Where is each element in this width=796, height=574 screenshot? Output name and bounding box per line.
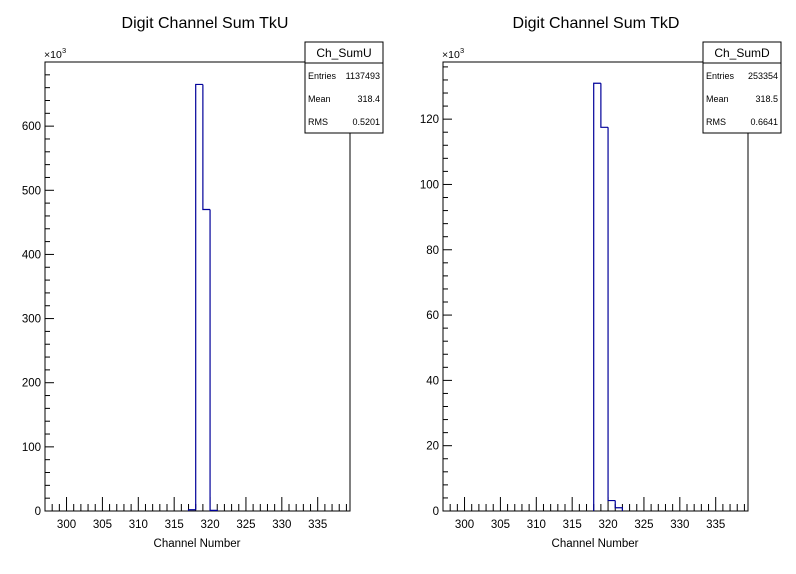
histogram-bin [614, 500, 624, 511]
chart-panel-1: Digit Channel Sum TkU 300 305 310 315 320 325 3… [22, 15, 384, 550]
x-tick-label: 310 [129, 519, 148, 531]
stats-label: Entries [706, 71, 735, 81]
y-tick-label: 20 [426, 441, 439, 453]
histogram-bin [600, 83, 609, 128]
histogram-bin [187, 509, 196, 511]
stats-label: Entries [308, 71, 337, 81]
x-tick-label: 335 [308, 519, 327, 531]
y-tick-label: 500 [22, 185, 41, 197]
histogram-bin [195, 83, 203, 510]
stats-label: Mean [706, 94, 729, 104]
x-axis-label: Channel Number [552, 538, 639, 550]
y-tick-label: 100 [420, 179, 439, 191]
x-tick-label: 330 [272, 519, 291, 531]
stats-label: Mean [308, 94, 331, 104]
x-axis-label: Channel Number [154, 538, 241, 550]
stats-label: RMS [308, 117, 328, 127]
y-tick-label: 40 [426, 375, 439, 387]
stats-label: RMS [706, 117, 726, 127]
x-tick-label: 305 [491, 519, 510, 531]
y-tick-label: 0 [35, 506, 41, 518]
histogram-bin [202, 84, 211, 211]
stats-box [304, 41, 384, 134]
stats-name: Ch_SumD [714, 46, 770, 60]
histogram-bin [607, 127, 616, 502]
x-tick-label: 325 [634, 519, 653, 531]
stats-box [702, 41, 782, 134]
y-multiplier-exponent: 3 [460, 46, 464, 55]
y-tick-label: 400 [22, 249, 41, 261]
x-tick-label: 325 [236, 519, 255, 531]
histogram-bin [593, 82, 601, 511]
x-tick-label: 330 [670, 519, 689, 531]
x-tick-label: 315 [165, 519, 184, 531]
x-tick-label: 335 [706, 519, 725, 531]
stats-name: Ch_SumU [316, 46, 371, 60]
stats-value: 1137493 [346, 71, 380, 81]
x-tick-label: 310 [527, 519, 546, 531]
y-tick-label: 0 [433, 506, 439, 518]
x-tick-label: 315 [563, 519, 582, 531]
plot-frame [44, 61, 351, 512]
y-tick-label: 200 [22, 378, 41, 390]
x-tick-label: 305 [93, 519, 112, 531]
x-tick-label: 300 [57, 519, 76, 531]
x-tick-label: 320 [598, 519, 617, 531]
stats-value: 0.5201 [352, 117, 380, 127]
y-tick-label: 100 [22, 442, 41, 454]
y-tick-label: 60 [426, 310, 439, 322]
y-multiplier-label: ×10 [442, 49, 460, 61]
histogram-bin [209, 209, 218, 511]
stats-value: 0.6641 [750, 117, 778, 127]
stats-value: 318.4 [357, 94, 380, 104]
y-multiplier-label: ×10 [44, 49, 62, 61]
chart-title: Digit Channel Sum TkU [122, 15, 289, 32]
x-tick-label: 300 [455, 519, 474, 531]
y-multiplier-exponent: 3 [62, 46, 66, 55]
y-tick-label: 80 [426, 245, 439, 257]
stats-value: 318.5 [755, 94, 778, 104]
y-tick-label: 600 [22, 121, 41, 133]
plot-frame [442, 61, 749, 512]
y-tick-label: 120 [420, 114, 439, 126]
x-tick-label: 320 [200, 519, 219, 531]
stats-value: 253354 [748, 71, 778, 81]
y-tick-label: 300 [22, 314, 41, 326]
chart-title: Digit Channel Sum TkD [513, 15, 680, 32]
